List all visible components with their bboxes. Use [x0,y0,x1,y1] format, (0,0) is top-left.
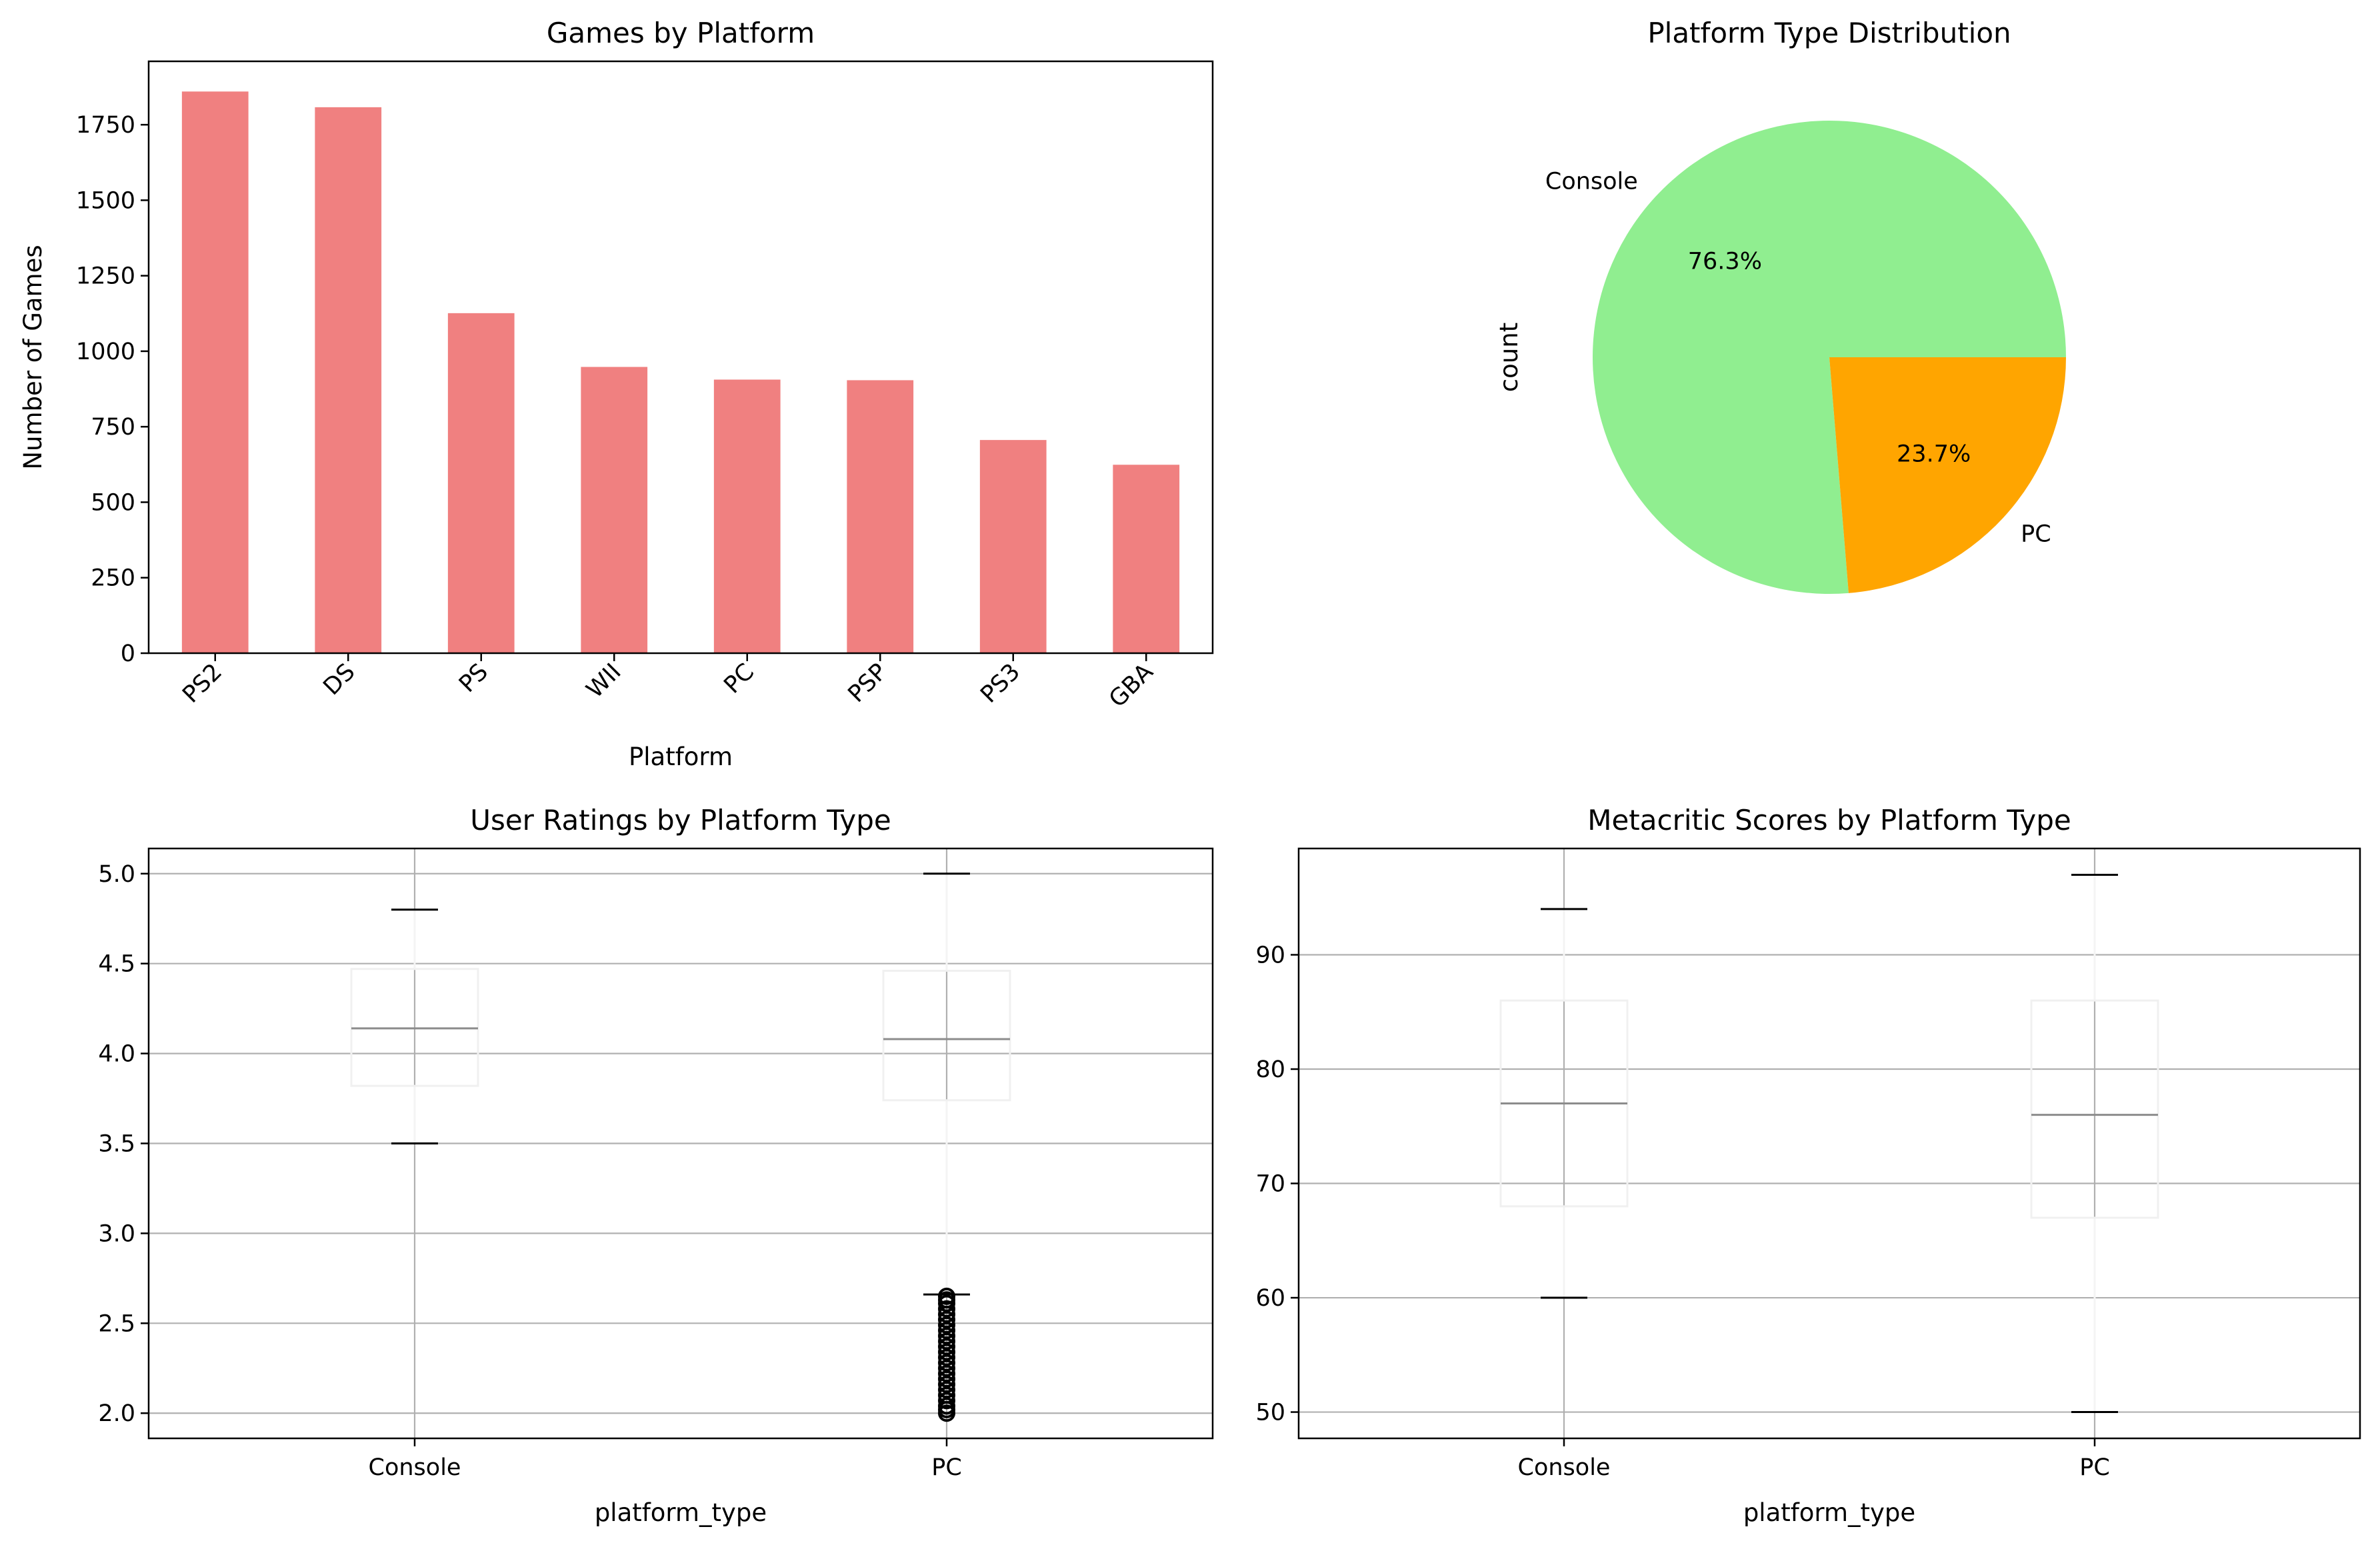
bar-chart-title: Games by Platform [547,17,815,49]
x-tick-label-PS2: PS2 [177,659,227,709]
pie-label-PC: PC [2021,521,2051,548]
bar-chart-axes-frame [147,60,1214,655]
y-tick-label: 70 [1255,1171,1285,1198]
boxplot-axes-frame [147,847,1214,1440]
outlier-point [938,1364,955,1382]
pie-label-Console: Console [1545,168,1638,195]
outlier-point [938,1359,955,1377]
y-tick-label: 750 [91,414,135,441]
x-tick-label-PC: PC [719,659,759,699]
outlier-point [938,1310,955,1328]
x-tick-label-PS: PS [454,659,493,698]
bar-DS [315,107,382,654]
bar-chart-panel: Games by Platform Platform Number of Gam… [19,17,1214,771]
pie-percent-PC: 23.7% [1897,441,1971,467]
bar-PS [447,313,515,653]
x-tick-label-Console: Console [1518,1454,1611,1481]
y-tick-label: 50 [1255,1400,1285,1426]
outlier-point [938,1386,955,1404]
y-tick-label: 1500 [76,187,135,214]
bar-PS2 [181,91,249,653]
y-tick-label: 1000 [76,339,135,365]
x-tick-label-WII: WII [581,659,626,703]
x-tick-label-GBA: GBA [1104,659,1158,713]
outlier-point [938,1343,955,1361]
y-tick-label: 0 [121,641,135,667]
y-tick-label: 4.5 [98,951,135,978]
x-tick-label-DS: DS [319,659,361,701]
user-ratings-title: User Ratings by Platform Type [470,804,891,836]
metacritic-x-axis-label: platform_type [1743,1498,1915,1527]
pie-slice-Console [1592,120,2066,594]
x-tick-label-PC: PC [931,1454,962,1481]
x-tick-label-PSP: PSP [843,659,893,708]
y-tick-label: 90 [1255,942,1285,969]
outlier-point [938,1370,955,1388]
outlier-point [938,1316,955,1334]
y-tick-label: 4.0 [98,1041,135,1068]
y-tick-label: 60 [1255,1285,1285,1312]
y-tick-label: 2.0 [98,1400,135,1427]
outlier-point [938,1348,955,1366]
pie-percent-Console: 76.3% [1688,249,1762,275]
bar-PS3 [979,440,1047,653]
pie-slice-PC [1829,357,2066,593]
box-PC [2030,999,2159,1219]
x-tick-label-PS3: PS3 [975,659,1025,709]
outlier-point [938,1392,955,1410]
y-tick-label: 5.0 [98,861,135,888]
pie-chart-y-axis-label: count [1495,323,1523,392]
bar-chart-x-axis-label: Platform [629,743,733,771]
outlier-point [938,1338,955,1356]
outlier-point [938,1287,955,1305]
y-tick-label: 1750 [76,112,135,139]
pie-chart-panel: Platform Type Distribution count Console… [1495,17,2066,594]
bar-GBA [1113,465,1180,653]
metacritic-boxplot-panel: Metacritic Scores by Platform Type platf… [1255,804,2361,1527]
x-tick-label-PC: PC [2079,1454,2110,1481]
y-tick-label: 3.0 [98,1220,135,1247]
outlier-point [938,1322,955,1340]
x-tick-label-Console: Console [369,1454,461,1481]
bar-PC [713,379,781,653]
box-PC [882,969,1011,1102]
bar-WII [581,367,648,653]
y-tick-label: 2.5 [98,1310,135,1337]
outlier-point [938,1327,955,1345]
user-ratings-x-axis-label: platform_type [595,1498,767,1527]
outlier-point [938,1376,955,1394]
y-tick-label: 80 [1255,1056,1285,1083]
outlier-point [938,1381,955,1399]
bar-chart-y-axis-label: Number of Games [19,245,47,469]
outlier-point [938,1332,955,1350]
outlier-point [938,1397,955,1415]
user-ratings-boxplot-panel: User Ratings by Platform Type platform_t… [98,804,1214,1527]
y-tick-label: 500 [91,489,135,516]
pie-chart-title: Platform Type Distribution [1647,17,2011,49]
outlier-point [938,1354,955,1372]
y-tick-label: 1250 [76,263,135,290]
metacritic-title: Metacritic Scores by Platform Type [1587,804,2071,836]
boxplot-axes-frame [1297,847,2361,1440]
bar-PSP [847,380,914,653]
y-tick-label: 250 [91,565,135,592]
outlier-point [938,1300,955,1318]
y-tick-label: 3.5 [98,1131,135,1158]
